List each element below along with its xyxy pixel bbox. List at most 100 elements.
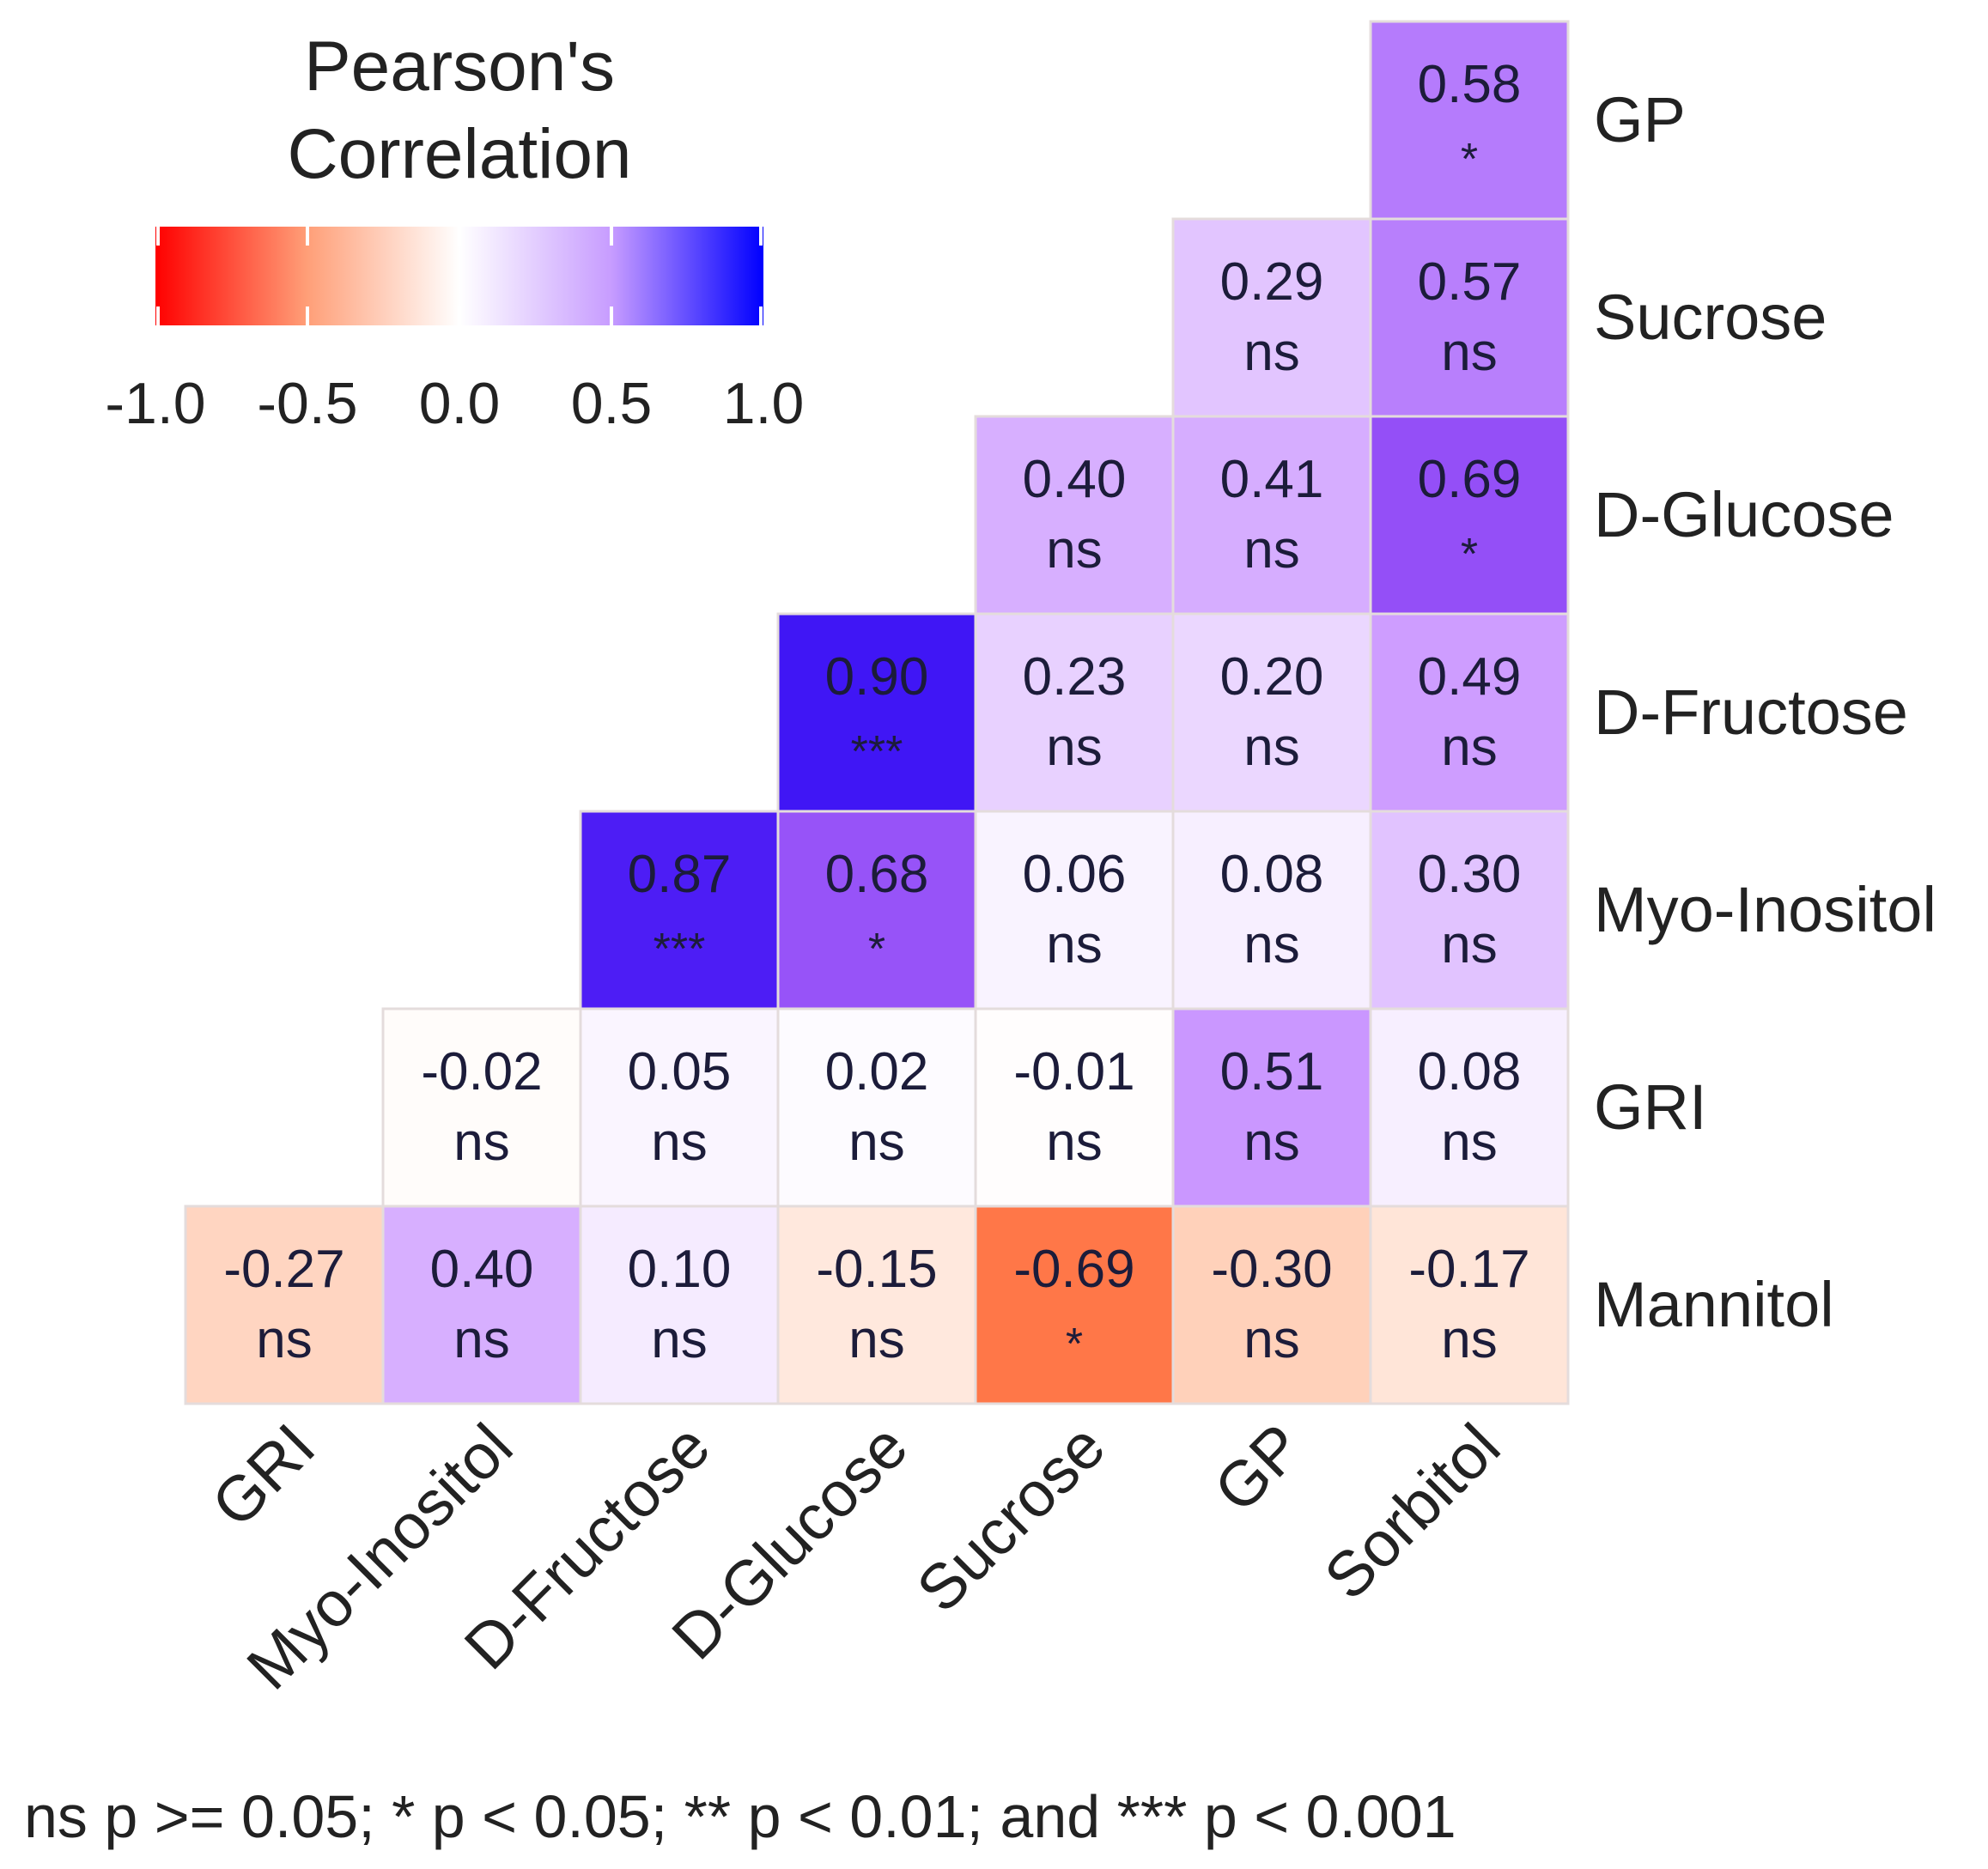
- cell-value-label: -0.15: [816, 1240, 937, 1299]
- cell-fill: [1171, 217, 1372, 418]
- cell-fill: [974, 612, 1175, 813]
- cell-fill: [1369, 20, 1570, 221]
- legend: Pearson's Correlation -1.0 -0.5 0.0 0.5 1.0: [105, 27, 804, 436]
- cell-value-label: 0.69: [1418, 450, 1522, 509]
- legend-tick-label: -1.0: [105, 371, 205, 436]
- cell-value-label: -0.30: [1211, 1240, 1332, 1299]
- cell-fill: [381, 1205, 582, 1405]
- heatmap-cell: -0.02 ns: [381, 1007, 582, 1208]
- cell-significance-label: ns: [1046, 718, 1102, 777]
- legend-title-line-2: Correlation: [287, 115, 631, 193]
- heatmap-cell: 0.41 ns: [1171, 415, 1372, 616]
- cell-value-label: -0.01: [1013, 1042, 1134, 1101]
- cell-fill: [579, 810, 780, 1010]
- cell-significance-label: *: [1461, 135, 1478, 185]
- cell-fill: [381, 1007, 582, 1208]
- heatmap-cell: 0.02 ns: [776, 1007, 977, 1208]
- cell-fill: [184, 1205, 385, 1405]
- cell-significance-label: ns: [651, 1113, 707, 1172]
- legend-title-line-1: Pearson's: [304, 27, 615, 106]
- cell-significance-label: ns: [256, 1310, 312, 1369]
- row-label: GP: [1594, 84, 1686, 155]
- heatmap-cells: 0.58*0.29ns0.57ns0.40ns0.41ns0.69*0.90**…: [184, 20, 1570, 1405]
- legend-tick-label: 0.0: [419, 371, 501, 436]
- legend-ticks: -1.0 -0.5 0.0 0.5 1.0: [105, 227, 804, 436]
- cell-value-label: 0.23: [1023, 647, 1127, 707]
- cell-significance-label: ns: [1441, 915, 1497, 974]
- heatmap-cell: 0.40 ns: [381, 1205, 582, 1405]
- heatmap-cell: 0.87 ***: [579, 810, 780, 1010]
- heatmap-cell: -0.17 ns: [1369, 1205, 1570, 1405]
- heatmap-cell: 0.58 *: [1369, 20, 1570, 221]
- row-label: Sucrose: [1594, 282, 1827, 353]
- cell-value-label: 0.49: [1418, 647, 1522, 707]
- cell-fill: [1171, 810, 1372, 1010]
- heatmap-cell: 0.40 ns: [974, 415, 1175, 616]
- heatmap-cell: 0.20 ns: [1171, 612, 1372, 813]
- cell-significance-label: ns: [1243, 718, 1299, 777]
- heatmap-cell: 0.29 ns: [1171, 217, 1372, 418]
- heatmap-cell: 0.49 ns: [1369, 612, 1570, 813]
- cell-fill: [1369, 810, 1570, 1010]
- heatmap-cell: 0.30 ns: [1369, 810, 1570, 1010]
- legend-tick-label: -0.5: [257, 371, 357, 436]
- cell-fill: [1369, 612, 1570, 813]
- cell-fill: [776, 810, 977, 1010]
- cell-value-label: 0.51: [1220, 1042, 1324, 1101]
- heatmap-cell: 0.69 *: [1369, 415, 1570, 616]
- cell-fill: [1369, 217, 1570, 418]
- heatmap-cell: -0.69 *: [974, 1205, 1175, 1405]
- cell-value-label: -0.17: [1408, 1240, 1529, 1299]
- column-label: Sorbitol: [1310, 1411, 1513, 1613]
- heatmap-cell: 0.23 ns: [974, 612, 1175, 813]
- heatmap-cell: 0.08 ns: [1171, 810, 1372, 1010]
- column-label: Sucrose: [903, 1411, 1119, 1626]
- cell-value-label: 0.40: [1023, 450, 1127, 509]
- significance-footnote: ns p >= 0.05; * p < 0.05; ** p < 0.01; a…: [24, 1783, 1456, 1850]
- cell-value-label: 0.10: [628, 1240, 732, 1299]
- cell-significance-label: ns: [848, 1310, 904, 1369]
- cell-significance-label: *: [868, 925, 885, 974]
- cell-fill: [974, 810, 1175, 1010]
- heatmap-cell: 0.51 ns: [1171, 1007, 1372, 1208]
- cell-value-label: 0.40: [430, 1240, 534, 1299]
- heatmap-cell: -0.30 ns: [1171, 1205, 1372, 1405]
- cell-fill: [579, 1007, 780, 1208]
- legend-tick-label: 1.0: [723, 371, 805, 436]
- cell-significance-label: ns: [651, 1310, 707, 1369]
- cell-value-label: 0.68: [825, 845, 929, 904]
- cell-value-label: -0.02: [421, 1042, 542, 1101]
- cell-value-label: 0.41: [1220, 450, 1324, 509]
- cell-value-label: 0.29: [1220, 252, 1324, 312]
- cell-significance-label: ns: [1243, 915, 1299, 974]
- cell-fill: [1369, 415, 1570, 616]
- cell-value-label: 0.02: [825, 1042, 929, 1101]
- cell-significance-label: ns: [1046, 520, 1102, 580]
- cell-value-label: 0.30: [1418, 845, 1522, 904]
- cell-value-label: 0.20: [1220, 647, 1324, 707]
- cell-value-label: 0.87: [628, 845, 732, 904]
- column-labels: GRIMyo-InositolD-FructoseD-GlucoseSucros…: [198, 1411, 1514, 1703]
- cell-value-label: -0.27: [223, 1240, 344, 1299]
- cell-significance-label: ns: [848, 1113, 904, 1172]
- cell-significance-label: *: [1461, 530, 1478, 580]
- cell-fill: [776, 612, 977, 813]
- row-label: Myo-Inositol: [1594, 874, 1936, 945]
- cell-fill: [974, 1007, 1175, 1208]
- cell-significance-label: *: [1066, 1320, 1083, 1369]
- heatmap-cell: 0.10 ns: [579, 1205, 780, 1405]
- heatmap-cell: 0.90 ***: [776, 612, 977, 813]
- cell-value-label: 0.08: [1418, 1042, 1522, 1101]
- cell-value-label: 0.58: [1418, 55, 1522, 114]
- cell-significance-label: ns: [1243, 323, 1299, 382]
- row-labels: GP Sucrose D-Glucose D-Fructose Myo-Inositol…: [1594, 84, 1936, 1340]
- cell-value-label: 0.06: [1023, 845, 1127, 904]
- heatmap-cell: 0.06 ns: [974, 810, 1175, 1010]
- cell-value-label: 0.90: [825, 647, 929, 707]
- row-label: D-Glucose: [1594, 479, 1894, 550]
- cell-fill: [1171, 1007, 1372, 1208]
- heatmap-cell: -0.15 ns: [776, 1205, 977, 1405]
- cell-value-label: 0.57: [1418, 252, 1522, 312]
- legend-tick-label: 0.5: [571, 371, 653, 436]
